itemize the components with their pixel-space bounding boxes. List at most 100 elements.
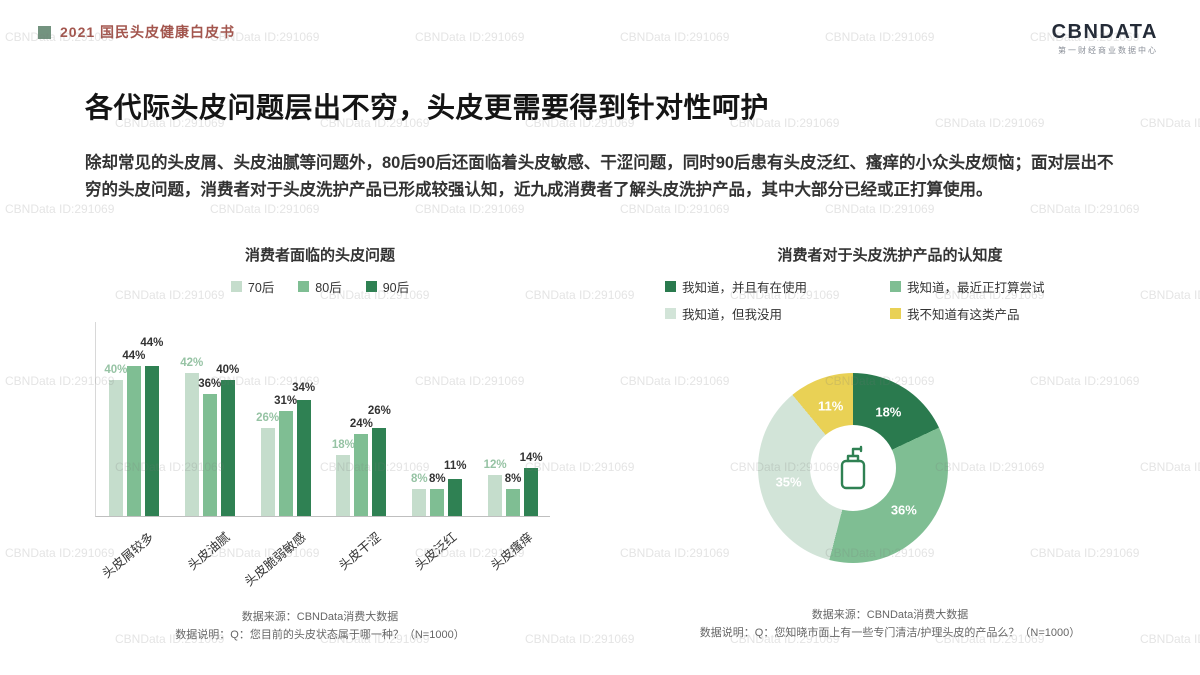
bar-series2-group1 [220,380,235,516]
donut-slice-label: 18% [875,404,902,420]
bar-value-label: 8% [410,472,428,485]
legend-swatch-icon [230,281,242,292]
header: 2021 国民头皮健康白皮书 CBNDATA 第一财经商业数据中心 [38,22,1158,56]
legend-item: 90后 [365,277,410,296]
watermark: CBNData ID:291069 [1140,116,1200,130]
bar-chart-footer: 数据来源：CBNData消费大数据 数据说明：Q：您目前的头皮状态属于哪一种？（… [60,609,580,644]
bar-series1-group0 [126,366,141,516]
bar-value-label: 40% [216,364,240,376]
donut-chart-legend: 我知道，并且有在使用 我知道，最近正打算尝试我知道，但我没用 我不知道有这类产品 [630,277,1150,323]
donut-chart-section: 消费者对于头皮洗护产品的认知度 我知道，并且有在使用 我知道，最近正打算尝试 我知道… [630,244,1150,642]
legend-item: 我不知道有这类产品 [890,304,1115,323]
bar-series2-group2 [296,400,311,516]
bar-value-label: 26% [256,411,280,424]
legend-swatch-icon [665,308,676,319]
bar-series2-group0 [144,366,159,516]
legend-label: 80后 [315,281,342,295]
watermark: CBNData ID:291069 [620,202,730,216]
category-label: 头皮泛红 [412,530,460,573]
bar-chart-note: 数据说明：Q：您目前的头皮状态属于哪一种？（N=1000） [175,628,465,641]
legend-swatch-icon [890,308,901,319]
bar-value-label: 11% [444,459,467,472]
bar-value-label: 44% [140,337,164,350]
bar-value-label: 14% [519,452,543,465]
body-text: 除却常见的头皮屑、头皮油腻等问题外，80后90后还面临着头皮敏感、干涩问题，同时… [85,154,1114,199]
bar-value-label: 8% [504,472,522,485]
bar-series1-group2 [278,410,293,516]
bar-series1-group3 [354,434,369,516]
bar-value-label: 44% [122,350,146,363]
bar-value-label: 31% [274,394,298,407]
donut-slice-label: 11% [817,398,844,414]
donut-chart-title: 消费者对于头皮洗护产品的认知度 [777,247,1003,264]
bar-chart-section: 消费者面临的头皮问题 70后 80后 90后 40% 44% 44% 42% 36% 40% 2… [60,244,580,644]
legend-swatch-icon [365,281,377,292]
bar-series2-group5 [524,468,539,516]
watermark: CBNData ID:291069 [1030,202,1140,216]
doc-title: 2021 国民头皮健康白皮书 [60,24,236,40]
category-label: 头皮油腻 [185,530,233,573]
donut-slice-label: 36% [890,502,917,518]
bar-series2-group3 [372,427,387,516]
bar-value-label: 36% [198,377,222,390]
legend-swatch-icon [298,281,310,292]
legend-item: 我知道，但我没用 [665,304,890,323]
donut-slice-label: 35% [775,474,802,490]
logo-text: CBNDATA [1051,21,1158,43]
category-label: 头皮干涩 [336,530,384,573]
bar-series0-group4 [412,488,427,516]
doc-badge: 2021 国民头皮健康白皮书 [38,22,235,42]
legend-item: 我知道，最近正打算尝试 [890,277,1115,296]
legend-label: 90后 [382,281,410,295]
bar-series1-group4 [430,488,445,516]
bar-value-label: 34% [292,381,316,394]
donut-hole [810,425,896,511]
category-label: 头皮瘙痒 [488,530,536,573]
watermark: CBNData ID:291069 [415,202,525,216]
bar-series1-group1 [202,393,217,516]
bar-series0-group3 [336,454,351,516]
bar-series1-group5 [506,488,521,516]
bar-series0-group2 [260,427,275,516]
donut-chart-source: 数据来源：CBNData消费大数据 [811,609,969,621]
bar-series0-group0 [108,380,123,516]
cbndata-logo: CBNDATA 第一财经商业数据中心 [1052,22,1158,56]
legend-label: 我知道，最近正打算尝试 [907,281,1045,295]
watermark: CBNData ID:291069 [825,202,935,216]
donut-chart-footer: 数据来源：CBNData消费大数据 数据说明：Q：您知晓市面上有一些专门清洁/护… [630,607,1150,642]
bar-series0-group5 [488,475,503,516]
bar-value-label: 26% [367,405,391,418]
page-title: 各代际头皮问题层出不穷，头皮更需要得到针对性呵护 [85,92,770,123]
bar-value-label: 42% [180,357,204,370]
bar-series2-group4 [448,478,463,516]
donut-wrap: 18% 36% 35% 11% [630,335,1150,603]
bar-value-label: 12% [483,459,507,472]
watermark: CBNData ID:291069 [210,202,320,216]
category-label: 头皮屑较多 [99,530,157,581]
watermark: CBNData ID:291069 [5,202,115,216]
bar-plot: 40% 44% 44% 42% 36% 40% 26% 31% 34% 18% 24% 26% 8% 8%… [95,322,550,517]
donut-chart: 18% 36% 35% 11% [758,373,948,563]
legend-label: 70后 [247,281,275,295]
donut-chart-note: 数据说明：Q：您知晓市面上有一些专门清洁/护理头皮的产品么？（N=1000） [699,626,1081,639]
category-axis: 头皮屑较多 头皮油腻 头皮脆弱敏感 头皮干涩 头皮泛红 头皮瘙痒 [95,517,550,605]
legend-label: 我知道，并且有在使用 [682,281,808,295]
bar-chart-source: 数据来源：CBNData消费大数据 [241,611,399,623]
legend-item: 70后 [230,277,275,296]
legend-label: 我不知道有这类产品 [907,308,1020,322]
legend-item: 我知道，并且有在使用 [665,277,890,296]
legend-label: 我知道，但我没用 [682,308,783,322]
bar-series0-group1 [184,373,199,516]
logo-subtitle: 第一财经商业数据中心 [1058,46,1158,55]
bar-value-label: 8% [428,472,446,485]
legend-swatch-icon [665,281,676,292]
brand-square-icon [38,25,51,39]
bar-value-label: 18% [331,438,355,451]
watermark: CBNData ID:291069 [935,116,1045,130]
bar-chart-legend: 70后 80后 90后 [60,277,580,296]
bar-value-label: 24% [349,418,373,431]
bar-value-label: 40% [104,364,128,376]
legend-item: 80后 [298,277,342,296]
category-label: 头皮脆弱敏感 [241,530,309,590]
